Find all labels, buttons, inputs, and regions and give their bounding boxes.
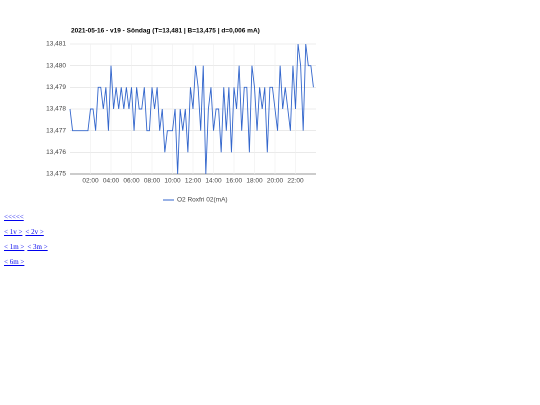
x-tick-label: 16:00: [226, 178, 243, 185]
nav-link[interactable]: < 1v >: [4, 228, 23, 236]
x-tick-label: 10:00: [164, 178, 181, 185]
x-tick-label: 08:00: [144, 178, 161, 185]
chart: 2021-05-16 - v19 - Söndag (T=13,481 | B=…: [46, 28, 316, 204]
x-tick-label: 20:00: [267, 178, 284, 185]
x-tick-label: 02:00: [82, 178, 99, 185]
link-row: < 1v > < 2v >: [4, 228, 51, 243]
chart-title: 2021-05-16 - v19 - Söndag (T=13,481 | B=…: [71, 28, 260, 35]
link-row: < 1m > < 3m >: [4, 243, 51, 258]
x-tick-label: 14:00: [205, 178, 222, 185]
legend-label: O2 Roxfri 02(mA): [177, 197, 228, 204]
y-tick-label: 13,480: [46, 62, 66, 69]
link-row: < 6m >: [4, 258, 51, 273]
nav-link[interactable]: <<<<<: [4, 213, 24, 221]
y-tick-label: 13,475: [46, 171, 66, 178]
x-tick-label: 04:00: [103, 178, 120, 185]
y-tick-label: 13,479: [46, 84, 66, 91]
nav-link[interactable]: < 2v >: [25, 228, 44, 236]
x-tick-label: 18:00: [246, 178, 263, 185]
y-tick-label: 13,481: [46, 41, 66, 48]
nav-link[interactable]: < 1m >: [4, 243, 25, 251]
nav-link[interactable]: < 6m >: [4, 258, 25, 266]
y-tick-label: 13,477: [46, 127, 66, 134]
x-tick-label: 12:00: [185, 178, 202, 185]
y-tick-label: 13,476: [46, 149, 66, 156]
nav-links: <<<<< < 1v > < 2v > < 1m > < 3m > < 6m >: [4, 213, 51, 273]
y-tick-label: 13,478: [46, 106, 66, 113]
x-tick-label: 22:00: [287, 178, 304, 185]
x-tick-label: 06:00: [123, 178, 140, 185]
data-line: [69, 43, 314, 175]
nav-link[interactable]: < 3m >: [27, 243, 48, 251]
link-row: <<<<<: [4, 213, 51, 228]
